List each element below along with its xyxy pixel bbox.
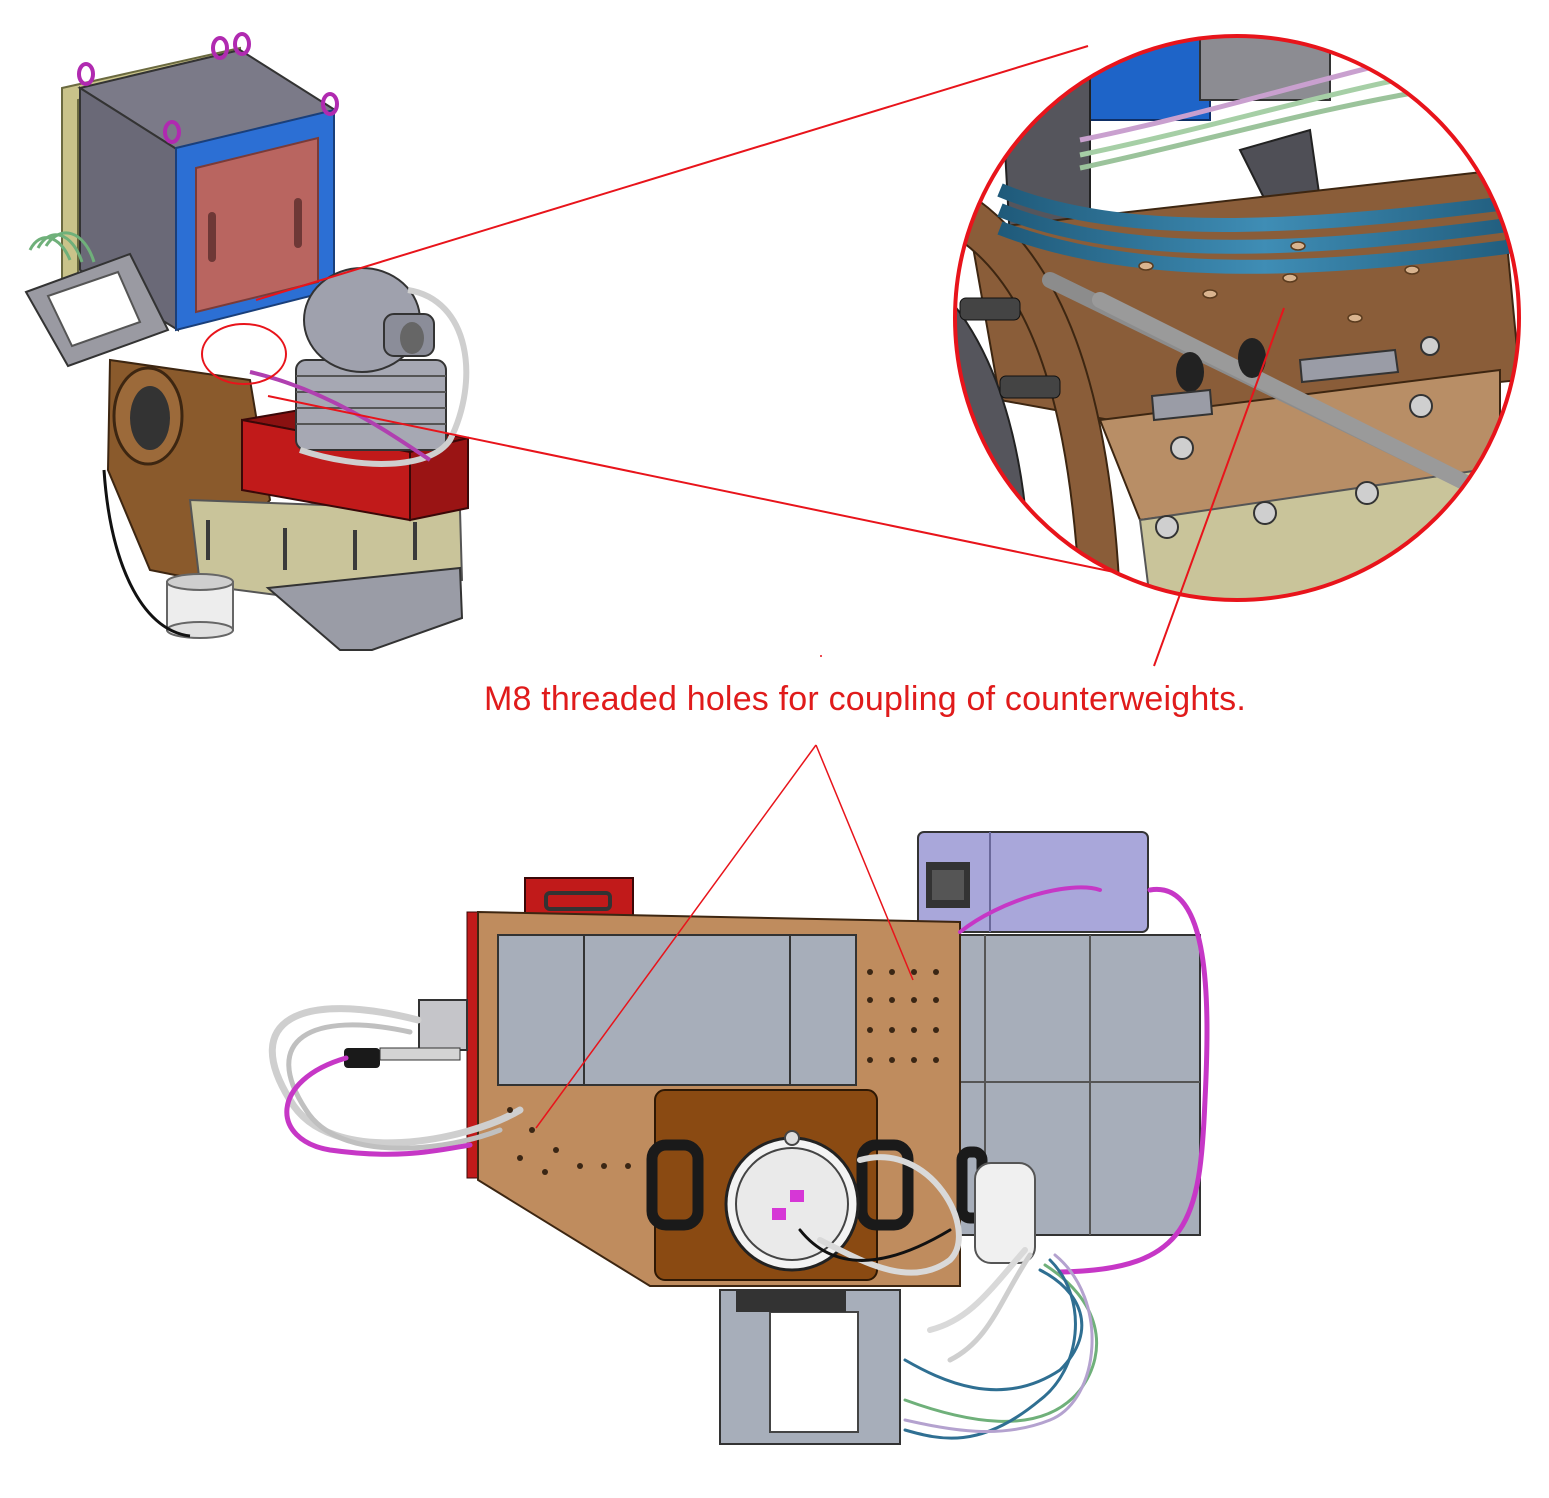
white-cylinder (974, 1162, 1036, 1264)
front-assembly-view (268, 831, 1210, 1445)
zoom-circle-border (953, 34, 1521, 602)
handle-slot-left (208, 212, 216, 262)
gray-top-panel-2 (583, 934, 791, 1086)
zoom-screws (1155, 336, 1440, 539)
gray-top-panel-1 (497, 934, 585, 1086)
zoom-blue-cables (997, 183, 1519, 274)
bottom-cylinder (166, 573, 234, 639)
gray-housing (295, 267, 447, 451)
front-cables (268, 885, 1210, 1440)
left-cable-rig (344, 999, 468, 1068)
isometric-assembly-view (24, 32, 470, 651)
zoom-detail-view (955, 36, 1519, 600)
zoom-callout-lines (255, 45, 1139, 578)
gray-top-panel-3 (789, 934, 857, 1086)
zoom-leader-line (1153, 307, 1285, 667)
threaded-holes-front (507, 969, 939, 1175)
circular-flange (724, 1130, 860, 1272)
zoom-source-marker (201, 323, 287, 385)
lavender-box (917, 831, 1149, 933)
zoom-threaded-holes (1138, 241, 1420, 323)
green-cables-iso (28, 231, 96, 263)
annotation-label: M8 threaded holes for coupling of counte… (483, 680, 1247, 718)
handle-slot-right (294, 198, 302, 248)
zoom-springs (959, 297, 1061, 399)
annotation-pointer-lines (535, 744, 914, 1129)
white-cable-iso (299, 287, 470, 467)
black-cable-iso (102, 469, 191, 638)
lifting-rings (77, 32, 339, 144)
gray-chute (265, 566, 464, 651)
